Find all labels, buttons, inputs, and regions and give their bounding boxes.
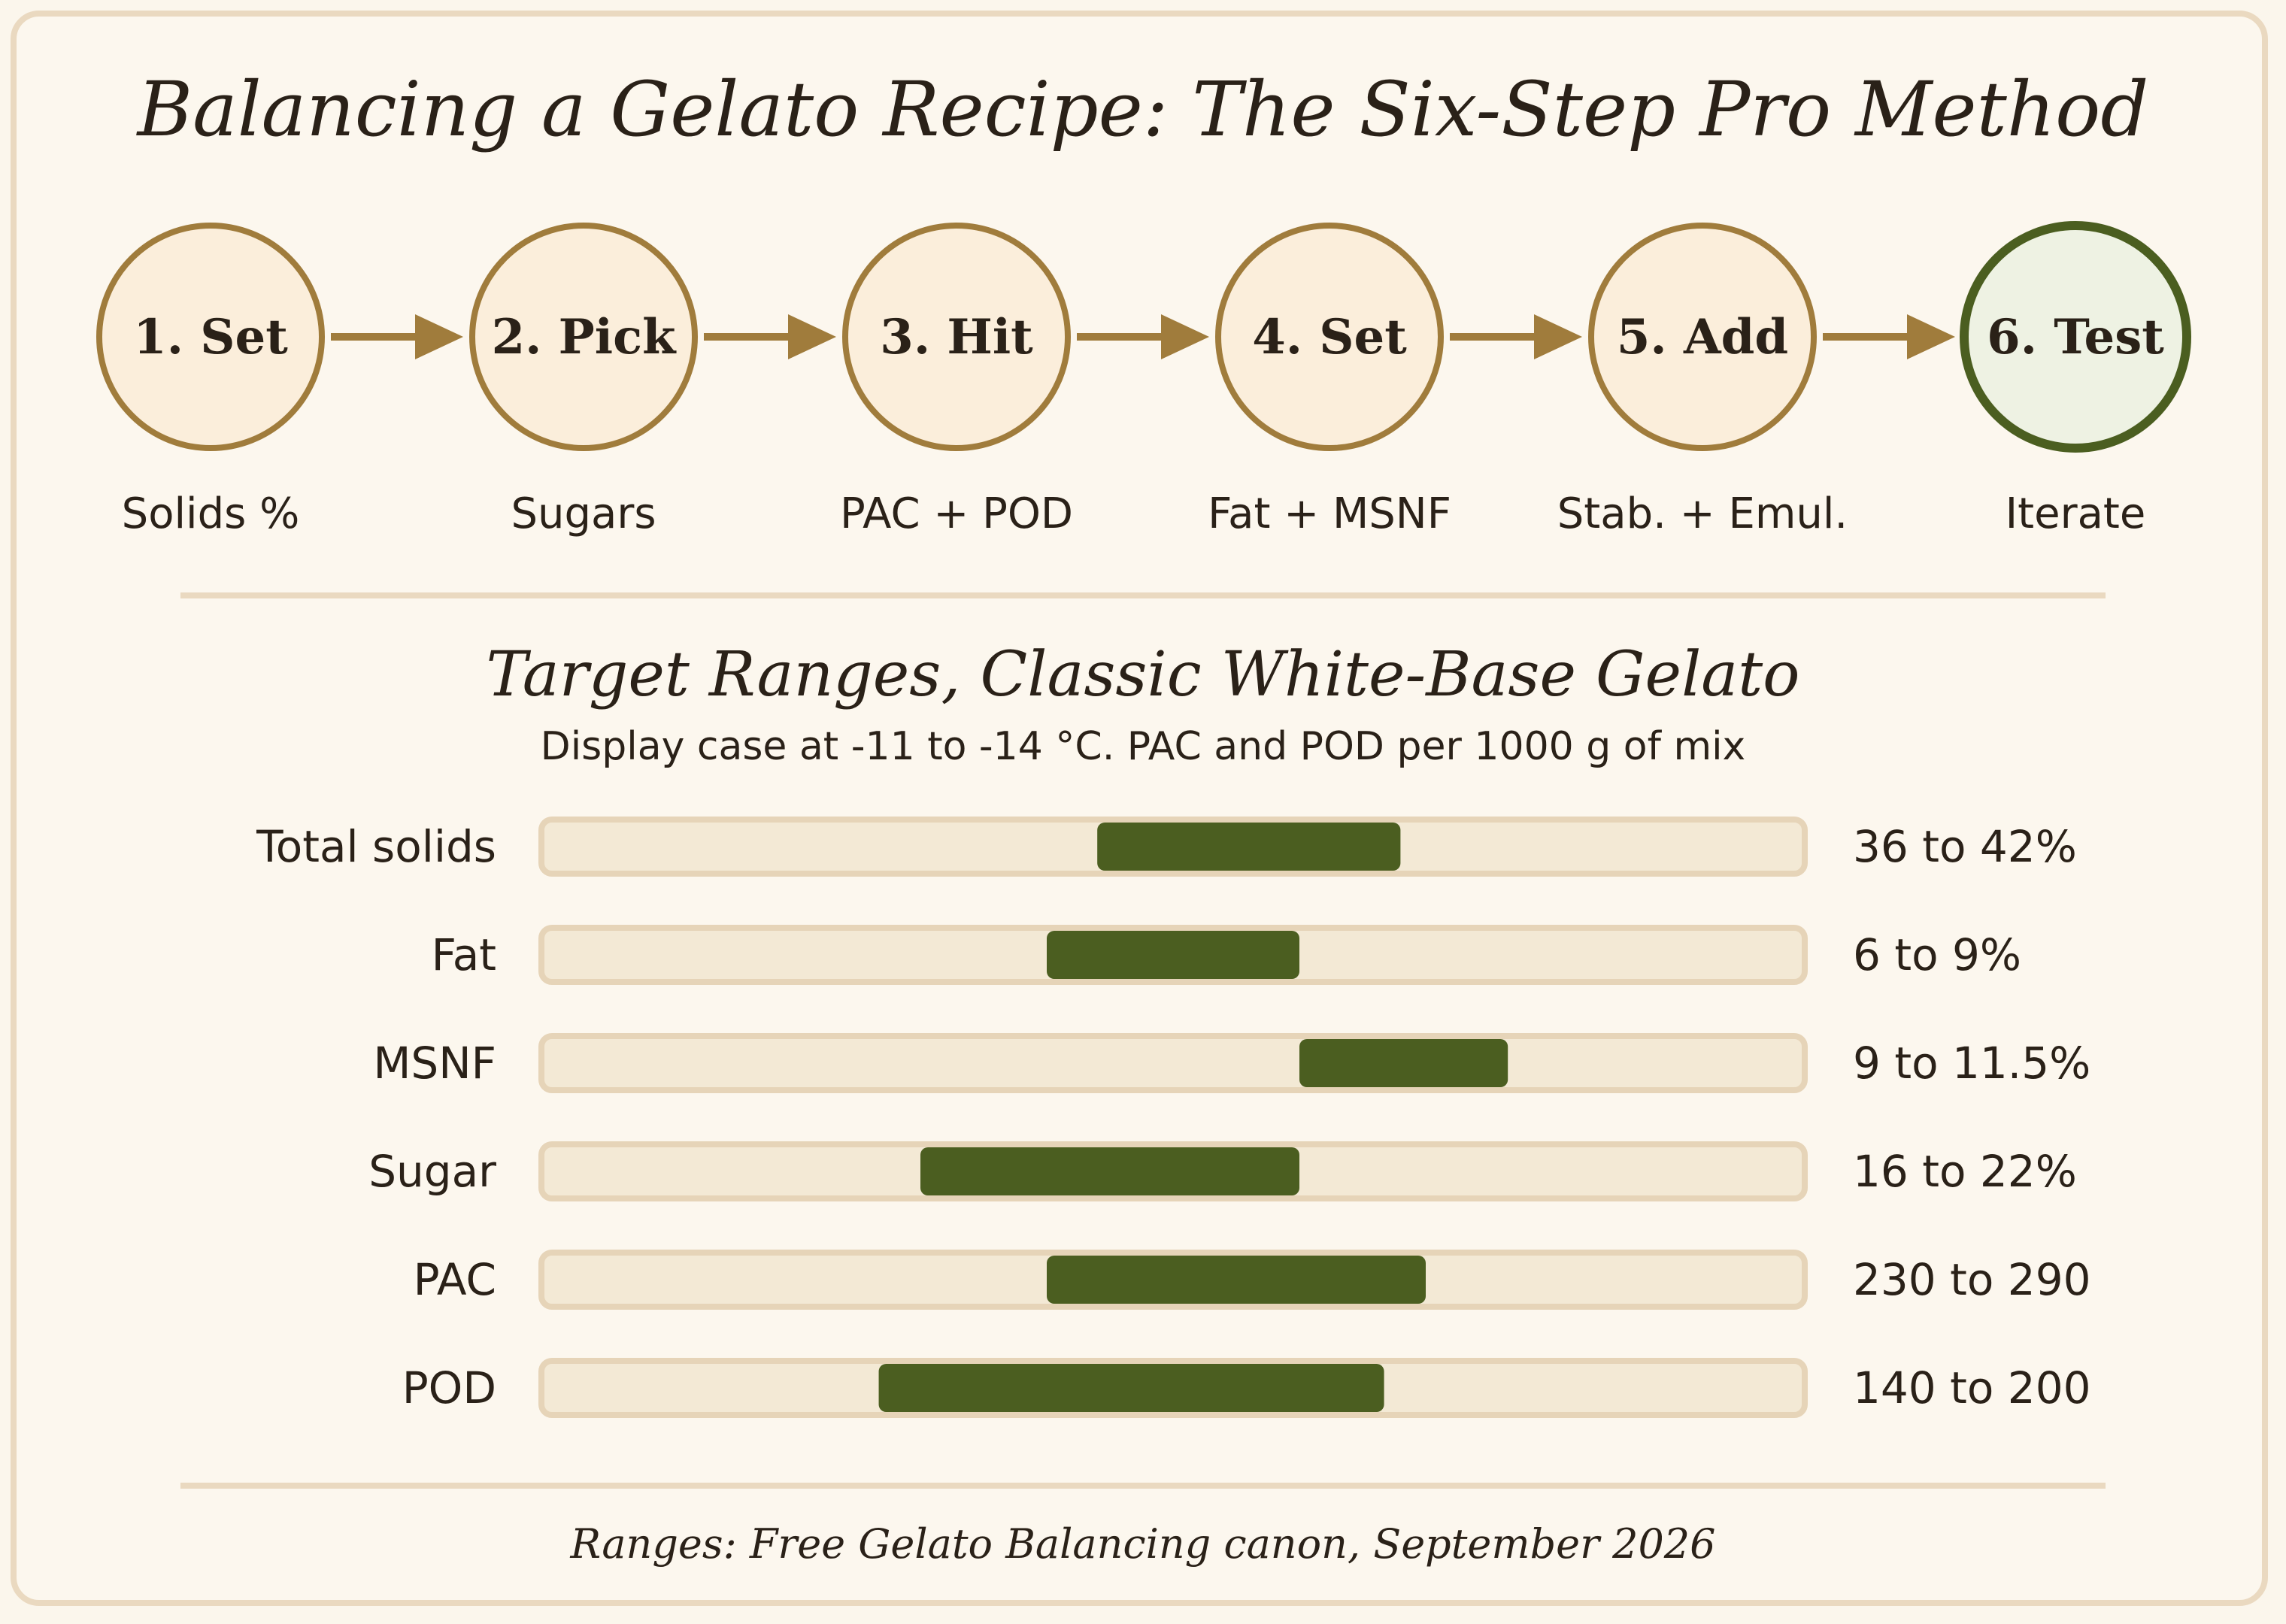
range-bar [1047,1256,1426,1304]
range-label: Total solids [256,821,496,872]
range-bar [1299,1039,1508,1087]
range-value: 6 to 9% [1853,929,2021,980]
step-arrow-head-5 [1907,314,1955,359]
step-circle-1 [96,223,325,451]
step-label-2: 2. Pick [492,309,678,365]
step-caption-1: Solids % [122,489,300,538]
step-label-3: 3. Hit [880,309,1033,365]
range-label: PAC [414,1254,496,1305]
step-circle-3 [842,223,1071,451]
range-label: MSNF [373,1038,496,1089]
step-caption-6: Iterate [2006,489,2146,538]
range-label: Fat [432,929,496,980]
range-value: 230 to 290 [1853,1254,2091,1305]
card [11,11,2268,1606]
step-circle-4 [1215,223,1444,451]
step-circle-2 [469,223,698,451]
range-track [538,1033,1808,1093]
range-value: 36 to 42% [1853,821,2077,872]
step-circle-5 [1588,223,1817,451]
range-value: 9 to 11.5% [1853,1038,2090,1089]
footer-source: Ranges: Free Gelato Balancing canon, Sep… [569,1520,1715,1568]
range-bar [1047,931,1299,979]
step-label-5: 5. Add [1617,309,1788,365]
range-value: 16 to 22% [1853,1146,2077,1197]
step-circle-6 [1960,221,2191,453]
range-bar [1097,823,1401,871]
ranges-subtitle: Display case at -11 to -14 °C. PAC and P… [541,724,1746,769]
steps-flow: 1. Set Solids % 2. Pick Sugars 3. Hit PAC + P… [96,221,2191,538]
range-label: Sugar [368,1146,496,1197]
step-arrow-head-3 [1161,314,1209,359]
step-arrow-head-1 [415,314,463,359]
step-caption-2: Sugars [511,489,656,538]
range-bar [920,1147,1299,1195]
step-label-6: 6. Test [1987,309,2164,365]
ranges-chart: Total solids 36 to 42% Fat 6 to 9% MSNF 9 to … [256,817,2091,1418]
step-caption-4: Fat + MSNF [1208,489,1451,538]
page-title: Balancing a Gelato Recipe: The Six-Step … [136,65,2149,153]
step-caption-5: Stab. + Emul. [1557,489,1848,538]
step-label-4: 4. Set [1252,309,1407,365]
range-value: 140 to 200 [1853,1362,2091,1413]
range-bar [878,1364,1384,1412]
step-label-1: 1. Set [133,309,288,365]
ranges-title: Target Ranges, Classic White-Base Gelato [486,639,1799,710]
step-arrow-head-2 [788,314,836,359]
range-label: POD [402,1362,496,1413]
step-arrow-head-4 [1534,314,1582,359]
step-caption-3: PAC + POD [840,489,1073,538]
